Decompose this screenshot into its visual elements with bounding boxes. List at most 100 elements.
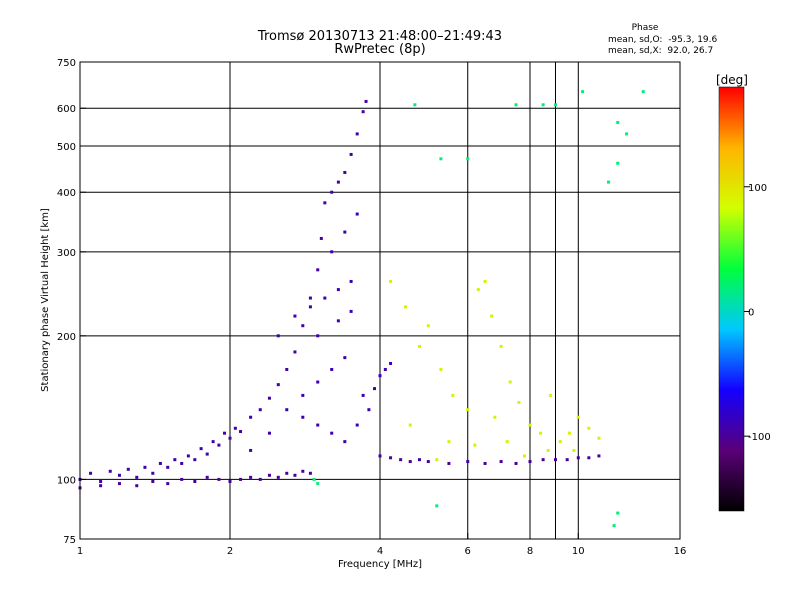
data-point	[316, 482, 320, 486]
y-tick-label: 500	[57, 142, 76, 153]
data-point	[476, 288, 480, 292]
data-point	[505, 440, 509, 444]
data-point	[528, 423, 532, 427]
x-tick-label: 10	[572, 546, 585, 557]
data-point	[343, 170, 347, 174]
data-point	[517, 400, 521, 404]
data-point	[301, 324, 305, 328]
data-point	[499, 344, 503, 348]
data-point	[355, 132, 359, 136]
data-point	[490, 314, 494, 318]
data-point	[228, 436, 232, 440]
data-point	[549, 393, 553, 397]
data-point	[499, 460, 503, 464]
data-point	[616, 121, 620, 125]
data-point	[249, 415, 253, 419]
data-point	[205, 475, 209, 479]
data-point	[293, 350, 297, 354]
data-point	[451, 393, 455, 397]
data-point	[641, 90, 645, 94]
data-point	[383, 367, 387, 371]
data-point	[523, 454, 527, 458]
data-point	[193, 479, 197, 483]
phase-stats-o-line: mean, sd,O: -95.3, 19.6	[608, 35, 718, 45]
x-tick-label: 16	[674, 546, 687, 557]
data-point	[151, 479, 155, 483]
data-point	[233, 426, 237, 430]
data-point	[276, 383, 280, 387]
phase-stats-heading: Phase	[632, 23, 659, 33]
data-point	[483, 279, 487, 283]
data-point	[249, 448, 253, 452]
data-point	[587, 456, 591, 460]
data-point	[389, 279, 393, 283]
data-point	[258, 408, 262, 412]
data-point	[285, 471, 289, 475]
grid-lines	[80, 62, 680, 539]
data-point	[166, 465, 170, 469]
data-point	[89, 471, 93, 475]
data-point	[558, 440, 562, 444]
data-point	[308, 471, 312, 475]
data-point	[193, 458, 197, 462]
data-point	[612, 524, 616, 528]
data-point	[514, 103, 518, 107]
data-point	[355, 423, 359, 427]
data-point	[336, 288, 340, 292]
data-point	[541, 458, 545, 462]
data-point	[435, 458, 439, 462]
data-point	[258, 477, 262, 481]
data-point	[576, 456, 580, 460]
data-point	[301, 415, 305, 419]
y-tick-label: 75	[63, 535, 76, 546]
colorbar-tick-label: -100	[748, 432, 771, 443]
data-point	[267, 396, 271, 400]
data-point	[343, 356, 347, 360]
data-point	[117, 473, 121, 477]
x-tick-label: 8	[527, 546, 533, 557]
data-point	[99, 484, 103, 488]
data-point	[435, 504, 439, 508]
data-point	[343, 230, 347, 234]
x-tick-label: 4	[377, 546, 383, 557]
data-point	[466, 460, 470, 464]
data-point	[276, 334, 280, 338]
data-point	[447, 461, 451, 465]
data-point	[553, 103, 557, 107]
data-point	[508, 380, 512, 384]
data-point	[217, 443, 221, 447]
data-point	[319, 236, 323, 240]
x-tick-label: 1	[77, 546, 83, 557]
data-point	[373, 387, 377, 391]
data-point	[217, 477, 221, 481]
data-point	[312, 477, 316, 481]
data-point	[355, 212, 359, 216]
data-point	[581, 90, 585, 94]
data-point	[308, 296, 312, 300]
data-point	[336, 180, 340, 184]
data-point	[565, 458, 569, 462]
data-point	[389, 456, 393, 460]
x-tick-label: 6	[465, 546, 471, 557]
data-point	[361, 393, 365, 397]
data-point	[413, 103, 417, 107]
data-point	[293, 473, 297, 477]
phase-stats-x-line: mean, sd,X: 92.0, 26.7	[608, 46, 713, 56]
data-point	[466, 157, 470, 161]
data-point	[239, 430, 243, 434]
data-point	[408, 423, 412, 427]
data-point	[576, 415, 580, 419]
data-point	[616, 511, 620, 515]
data-point	[166, 482, 170, 486]
data-point	[607, 180, 611, 184]
x-tick-label: 2	[227, 546, 233, 557]
data-point	[439, 157, 443, 161]
data-point	[293, 314, 297, 318]
data-point	[541, 103, 545, 107]
data-point	[447, 440, 451, 444]
data-point	[572, 448, 576, 452]
data-point	[323, 296, 327, 300]
colorbar	[718, 86, 745, 512]
data-point	[403, 305, 407, 309]
y-axis-ticks: 75 100 200 300 400 500 600 750	[57, 58, 86, 546]
